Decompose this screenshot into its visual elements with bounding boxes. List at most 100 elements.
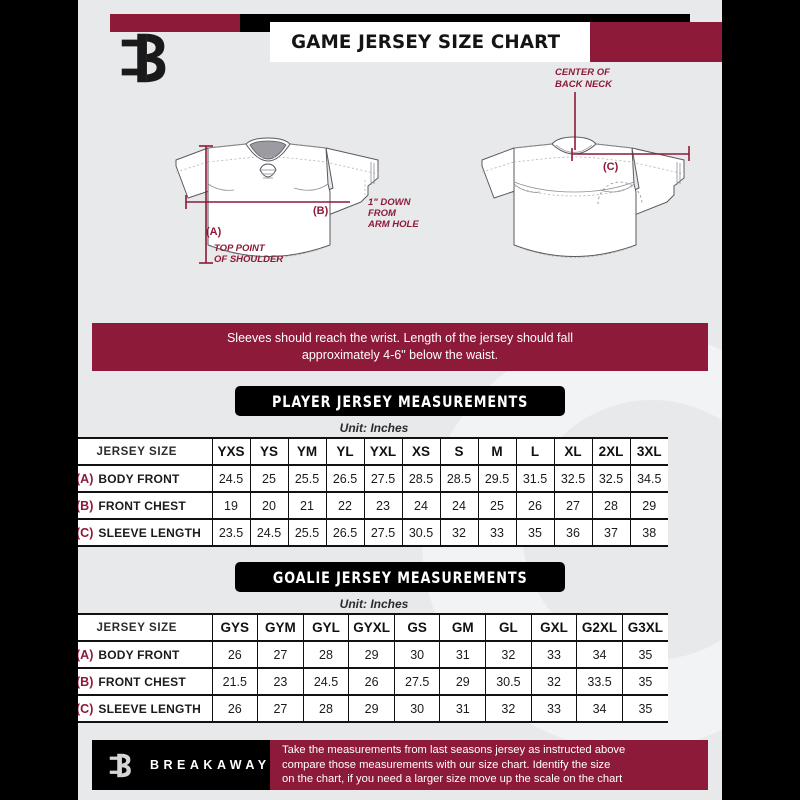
measurement-cell: 29 bbox=[348, 641, 395, 669]
size-chart-page: GAME JERSEY SIZE CHART .jl{fill:#fff;str… bbox=[78, 0, 722, 800]
measurement-cell: 23 bbox=[257, 668, 304, 696]
column-header-jersey-size: JERSEY SIZE bbox=[78, 437, 212, 466]
measurement-cell: 27.5 bbox=[393, 668, 440, 696]
column-header-size: XS bbox=[401, 437, 440, 466]
footer-line-3: on the chart, if you need a larger size … bbox=[282, 773, 623, 786]
measurement-cell: 27 bbox=[553, 492, 592, 520]
measurement-cell: 22 bbox=[325, 492, 364, 520]
measurement-cell: 35 bbox=[621, 668, 668, 696]
column-header-size: YM bbox=[287, 437, 326, 466]
measurement-cell: 35 bbox=[515, 519, 554, 547]
column-header-size: GM bbox=[439, 613, 486, 642]
measurement-cell: 30 bbox=[393, 695, 440, 723]
column-header-size: GYS bbox=[211, 613, 258, 642]
measurement-cell: 38 bbox=[629, 519, 668, 547]
label-b-tag: (B) bbox=[313, 205, 329, 217]
measurement-cell: 30.5 bbox=[401, 519, 440, 547]
measurement-cell: 29 bbox=[439, 668, 486, 696]
measurement-cell: 27.5 bbox=[363, 465, 402, 493]
measurement-cell: 24 bbox=[401, 492, 440, 520]
table-row: (B) FRONT CHEST 21.52324.52627.52930.53233… bbox=[78, 668, 668, 696]
measurement-cell: 26.5 bbox=[325, 519, 364, 547]
column-header-size: M bbox=[477, 437, 516, 466]
measurement-cell: 32.5 bbox=[553, 465, 592, 493]
measurement-cell: 23 bbox=[363, 492, 402, 520]
measurement-cell: 27 bbox=[257, 641, 304, 669]
measurement-cell: 20 bbox=[249, 492, 288, 520]
measurement-cell: 23.5 bbox=[211, 519, 250, 547]
measurement-cell: 35 bbox=[621, 641, 668, 669]
player-section-title-text: PLAYER JERSEY MEASUREMENTS bbox=[271, 391, 529, 411]
measurement-cell: 28 bbox=[302, 695, 349, 723]
row-tag: (B) bbox=[78, 674, 94, 689]
label-back-neck-2: BACK NECK bbox=[555, 79, 613, 90]
goalie-section-title-text: GOALIE JERSEY MEASUREMENTS bbox=[272, 567, 528, 587]
column-header-size: GXL bbox=[530, 613, 577, 642]
measurement-cell: 27 bbox=[257, 695, 304, 723]
measurement-cell: 21 bbox=[287, 492, 326, 520]
row-label: (A) BODY FRONT bbox=[78, 465, 212, 493]
row-label: (B) FRONT CHEST bbox=[78, 492, 212, 520]
breakaway-b-logo-icon bbox=[109, 753, 131, 778]
footer-brand-name: BREAKAWAY bbox=[150, 758, 271, 772]
measurement-cell: 31 bbox=[439, 641, 486, 669]
measurement-cell: 28 bbox=[302, 641, 349, 669]
measurement-cell: 30 bbox=[393, 641, 440, 669]
label-a-text-1: TOP POINT bbox=[214, 243, 266, 254]
label-b-text-2: FROM bbox=[368, 208, 397, 219]
measurement-cell: 26 bbox=[348, 668, 395, 696]
measurement-cell: 32 bbox=[485, 695, 532, 723]
fit-note-line-1: Sleeves should reach the wrist. Length o… bbox=[226, 331, 574, 345]
measurement-cell: 26 bbox=[515, 492, 554, 520]
row-tag: (C) bbox=[78, 525, 94, 540]
measurement-cell: 30.5 bbox=[485, 668, 532, 696]
footer-line-1: Take the measurements from last seasons … bbox=[282, 744, 626, 757]
table-row: (A)BODY FRONT24.52525.526.527.528.528.52… bbox=[78, 465, 668, 493]
measurement-cell: 25 bbox=[249, 465, 288, 493]
measurement-cell: 31 bbox=[439, 695, 486, 723]
back-jersey-illustration: (C) CENTER OF BACK NECK bbox=[481, 67, 690, 258]
measurement-cell: 33 bbox=[477, 519, 516, 547]
measurement-cell: 25.5 bbox=[287, 519, 326, 547]
measurement-cell: 19 bbox=[211, 492, 250, 520]
measurement-cell: 24.5 bbox=[211, 465, 250, 493]
row-label: (C) SLEEVE LENGTH bbox=[78, 519, 212, 547]
footer-brand-block: BREAKAWAY bbox=[92, 740, 270, 790]
row-label: (C) SLEEVE LENGTH bbox=[78, 695, 212, 723]
measurement-cell: 26.5 bbox=[325, 465, 364, 493]
measurement-cell: 28 bbox=[591, 492, 630, 520]
label-back-neck-1: CENTER OF bbox=[555, 67, 610, 78]
column-header-size: GL bbox=[485, 613, 532, 642]
goalie-table-body: (A)BODY FRONT26272829303132333435(B)FRON… bbox=[78, 641, 668, 723]
measurement-cell: 27.5 bbox=[363, 519, 402, 547]
player-unit-label: Unit: Inches bbox=[339, 421, 409, 435]
column-header-size: G2XL bbox=[576, 613, 623, 642]
row-name: SLEEVE LENGTH bbox=[98, 525, 201, 540]
measurement-cell: 21.5 bbox=[211, 668, 258, 696]
row-label: (B) FRONT CHEST bbox=[78, 668, 212, 696]
row-name: BODY FRONT bbox=[98, 647, 180, 662]
goalie-section-title: GOALIE JERSEY MEASUREMENTS bbox=[235, 562, 565, 592]
column-header-size: GYXL bbox=[348, 613, 395, 642]
column-header-size: GS bbox=[393, 613, 440, 642]
footer: BREAKAWAY Take the measurements from las… bbox=[92, 740, 708, 790]
measurement-cell: 35 bbox=[621, 695, 668, 723]
column-header-size: YXL bbox=[363, 437, 402, 466]
measurement-cell: 24.5 bbox=[249, 519, 288, 547]
measurement-cell: 32 bbox=[485, 641, 532, 669]
row-tag: (B) bbox=[78, 498, 94, 513]
measurement-cell: 29 bbox=[629, 492, 668, 520]
column-header-size: 3XL bbox=[629, 437, 668, 466]
table-header-row: JERSEY SIZE YXS YS YM YL YXL XS S M L XL 2XL 3XL bbox=[78, 437, 668, 466]
goalie-measurements-table: JERSEY SIZE GYS GYM GYL GYXL GS GM GL GXL G2XL G3… bbox=[78, 613, 668, 723]
column-header-size: L bbox=[515, 437, 554, 466]
row-label: (A) BODY FRONT bbox=[78, 641, 212, 669]
label-c-tag: (C) bbox=[603, 161, 619, 173]
column-header-jersey-size: JERSEY SIZE bbox=[78, 613, 212, 642]
measurement-cell: 33 bbox=[530, 641, 577, 669]
row-tag: (A) bbox=[78, 471, 94, 486]
measurement-cell: 34 bbox=[576, 641, 623, 669]
jersey-diagram: .jl{fill:#fff;stroke:#5a5a60;stroke-widt… bbox=[78, 62, 722, 312]
